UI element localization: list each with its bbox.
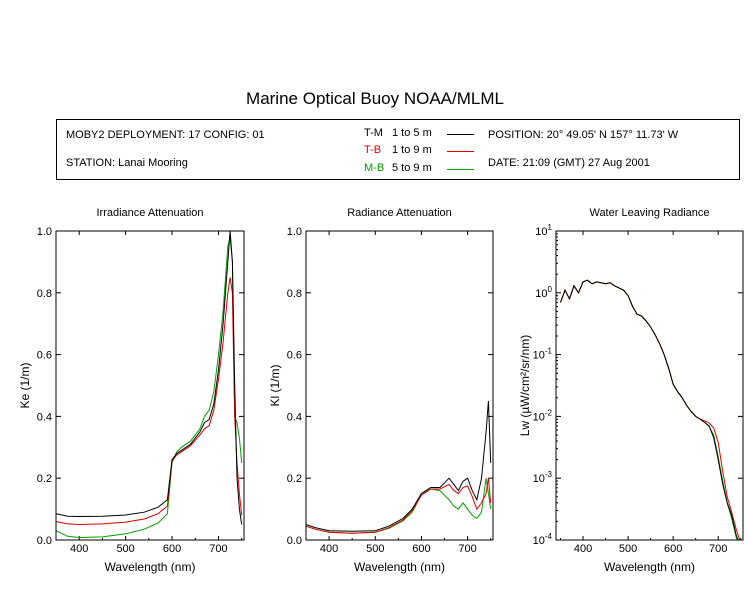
y-tick-label: 0.4: [37, 411, 52, 423]
legend-code-mb: M-B: [364, 162, 385, 174]
series-line-m-b: [560, 279, 738, 540]
y-tick-label: 10-4: [533, 532, 553, 547]
x-tick-label: 400: [320, 543, 338, 555]
page-title: Marine Optical Buoy NOAA/MLML: [246, 89, 504, 108]
y-tick-label: 0.4: [287, 411, 302, 423]
chart-1: Irradiance Attenuation 400 500 600 700 0.0 0.2…: [18, 207, 245, 574]
info-panel: MOBY2 DEPLOYMENT: 17 CONFIG: 01 STATION:…: [56, 119, 740, 180]
legend-line-tb: [447, 151, 474, 152]
x-tick-label: 600: [664, 543, 682, 555]
plot-frame: [55, 230, 245, 541]
legend-line-tm: [447, 134, 474, 135]
x-axis-label: Wavelength (nm): [604, 560, 695, 574]
y-tick-label: 0.8: [287, 288, 302, 300]
date-label: DATE: 21:09 (GMT) 27 Aug 2001: [488, 157, 650, 169]
x-tick-label: 500: [366, 543, 384, 555]
legend-range-mb: 5 to 9 m: [392, 162, 432, 174]
y-tick-label: 10-2: [533, 408, 553, 423]
x-axis-label: Wavelength (nm): [354, 560, 445, 574]
x-axis-label: Wavelength (nm): [105, 560, 196, 574]
legend-range-tm: 1 to 5 m: [392, 127, 432, 139]
legend-code-tb: T-B: [364, 144, 382, 156]
series-line-m-b: [56, 237, 243, 539]
series-line-t-b: [56, 277, 243, 526]
series-line-t-b: [560, 279, 741, 540]
x-tick-label: 400: [70, 543, 88, 555]
y-tick-label: 0.2: [37, 473, 52, 485]
legend-code-tm: T-M: [364, 127, 383, 139]
series-line-t-m: [306, 400, 492, 532]
x-tick-label: 700: [709, 543, 727, 555]
chart-title: Irradiance Attenuation: [96, 207, 203, 219]
y-tick-label: 0.8: [37, 288, 52, 300]
x-tick-label: 400: [574, 543, 592, 555]
legend-range-tb: 1 to 9 m: [392, 144, 432, 156]
y-axis-label: Lw (µW/cm²/sr/nm): [518, 335, 532, 437]
y-tick-label: 100: [535, 285, 552, 300]
legend-line-mb: [447, 169, 474, 170]
y-tick-label: 101: [535, 223, 552, 238]
y-tick-label: 10-3: [533, 470, 553, 485]
chart-3: Water Leaving Radiance 400 500 600 700 10-4 10…: [518, 207, 744, 574]
y-tick-label: 10-1: [533, 347, 553, 362]
y-tick-label: 0.0: [287, 535, 302, 547]
y-tick-label: 0.6: [287, 350, 302, 362]
y-tick-label: 0.2: [287, 473, 302, 485]
x-tick-label: 600: [163, 543, 181, 555]
chart-2: Radiance Attenuation 400 500 600 700 0.0 0.2 0.…: [268, 207, 494, 574]
chart-title: Water Leaving Radiance: [589, 207, 709, 219]
series-line-t-m: [56, 231, 243, 525]
series-line-t-b: [306, 478, 492, 534]
x-tick-label: 500: [116, 543, 134, 555]
position-label: POSITION: 20° 49.05' N 157° 11.73' W: [488, 129, 679, 141]
x-tick-label: 700: [209, 543, 227, 555]
station-label: STATION: Lanai Mooring: [66, 157, 188, 169]
x-tick-label: 600: [412, 543, 430, 555]
series-line-m-b: [306, 478, 492, 534]
y-axis-label: Ke (1/m): [18, 362, 32, 408]
y-tick-label: 0.6: [37, 350, 52, 362]
deployment-label: MOBY2 DEPLOYMENT: 17 CONFIG: 01: [66, 129, 265, 141]
y-axis-label: Kl (1/m): [268, 364, 282, 406]
series-line-t-m: [560, 279, 739, 540]
x-tick-label: 700: [458, 543, 476, 555]
chart-title: Radiance Attenuation: [347, 207, 452, 219]
x-tick-label: 500: [619, 543, 637, 555]
plot-frame: [555, 230, 744, 541]
y-tick-label: 1.0: [287, 226, 302, 238]
y-tick-label: 1.0: [37, 226, 52, 238]
plot-frame: [305, 230, 494, 541]
y-tick-label: 0.0: [37, 535, 52, 547]
